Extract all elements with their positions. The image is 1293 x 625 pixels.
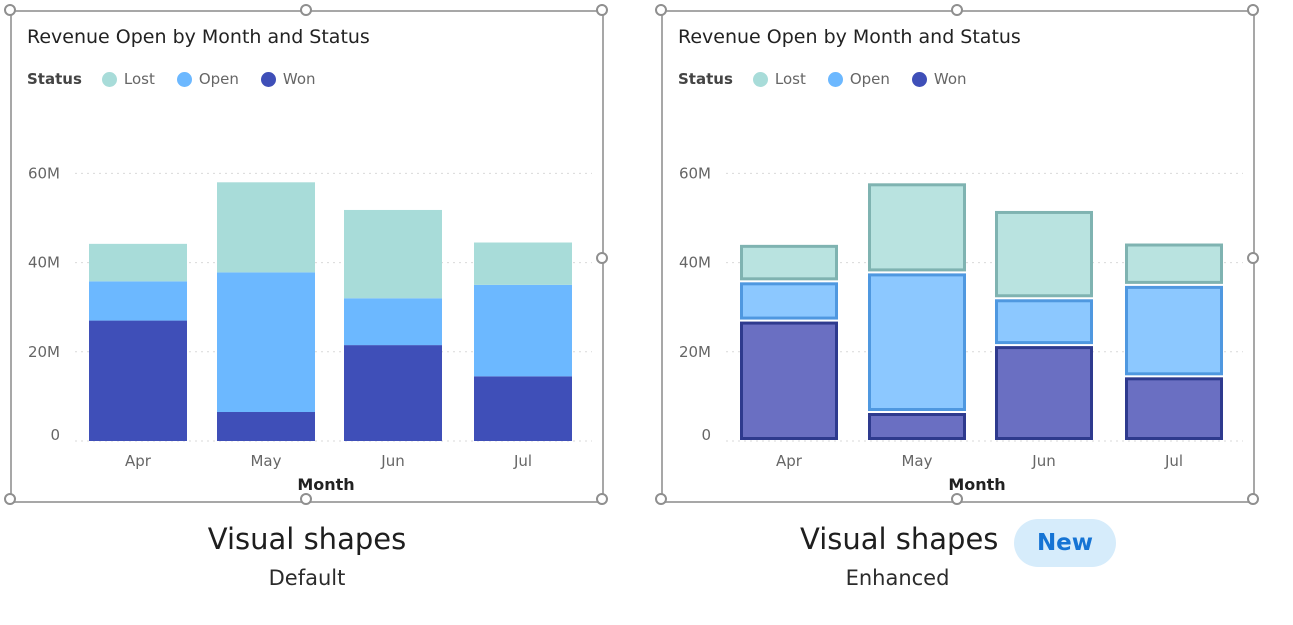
caption-enhanced-subtitle: Enhanced [845,566,950,590]
legend-item-lost[interactable]: Lost [101,70,155,88]
new-badge: New [1014,519,1116,567]
x-tick-label-jun: Jun [1031,452,1055,470]
legend-item-open[interactable]: Open [827,70,890,88]
chart-title: Revenue Open by Month and Status [678,26,1021,48]
legend-dot-open [827,71,843,87]
chart-visual-enhanced[interactable]: Revenue Open by Month and Status Status … [655,4,1259,505]
chart-title: Revenue Open by Month and Status [27,26,370,48]
x-tick-label-may: May [901,452,932,470]
legend-dot-open [176,71,192,87]
resize-handle-bottom[interactable] [951,493,963,505]
chart-visual-default[interactable]: Revenue Open by Month and Status Status … [4,4,608,505]
legend-dot-won [911,71,927,87]
bar-won-apr[interactable] [740,321,838,441]
caption-default-title: Visual shapes [207,522,407,556]
legend-label-open: Open [198,70,239,88]
legend-item-open[interactable]: Open [176,70,239,88]
resize-handle-top-right[interactable] [1247,4,1259,16]
legend-item-won[interactable]: Won [260,70,316,88]
resize-handle-top[interactable] [300,4,312,16]
resize-handle-top-left[interactable] [655,4,667,16]
bar-open-apr[interactable] [740,282,838,320]
bar-lost-jul[interactable] [1125,243,1223,284]
y-tick-label-40m: 40M [28,254,60,272]
legend-label-open: Open [849,70,890,88]
y-tick-label-60m: 60M [679,164,711,182]
legend-label-lost: Lost [774,70,806,88]
legend-item-lost[interactable]: Lost [752,70,806,88]
legend-dot-won [260,71,276,87]
bar-open-may[interactable] [868,273,966,412]
legend-title: Status [27,70,82,88]
x-tick-label-jul: Jul [1164,452,1183,470]
bar-lost-may[interactable] [868,183,966,272]
y-tick-label-60m: 60M [28,164,60,182]
resize-handle-right[interactable] [1247,252,1259,264]
legend-dot-lost [101,71,117,87]
bar-lost-jun[interactable] [344,209,442,299]
legend: Status Lost Open Won [27,70,338,88]
x-axis-title: Month [297,475,354,494]
bar-lost-jun[interactable] [995,210,1093,298]
legend-item-won[interactable]: Won [911,70,967,88]
legend-label-lost: Lost [123,70,155,88]
bar-open-jun[interactable] [344,298,442,346]
x-tick-label-jun: Jun [380,452,404,470]
bar-lost-apr[interactable] [89,243,187,282]
y-tick-label-0: 0 [701,426,711,444]
bar-won-jul[interactable] [1125,377,1223,441]
caption-enhanced-title: Visual shapes [800,522,999,556]
resize-handle-top-right[interactable] [596,4,608,16]
chart-plot-area: 0 20M 40M 60M Apr May Jun Jul Month [28,164,592,494]
resize-handle-bottom-left[interactable] [4,493,16,505]
bar-open-apr[interactable] [89,281,187,321]
bar-open-jun[interactable] [995,299,1093,345]
y-tick-label-20m: 20M [28,343,60,361]
bar-won-may[interactable] [217,412,315,441]
legend-label-won: Won [282,70,316,88]
legend-label-won: Won [933,70,967,88]
bar-won-may[interactable] [868,413,966,440]
resize-handle-bottom[interactable] [300,493,312,505]
bar-open-may[interactable] [217,272,315,413]
bar-won-jun[interactable] [344,345,442,441]
bar-lost-may[interactable] [217,182,315,273]
bar-won-jun[interactable] [995,346,1093,441]
resize-handle-top[interactable] [951,4,963,16]
y-tick-label-20m: 20M [679,343,711,361]
resize-handle-bottom-right[interactable] [1247,493,1259,505]
x-tick-label-apr: Apr [776,452,803,470]
resize-handle-right[interactable] [596,252,608,264]
bar-lost-jul[interactable] [474,242,572,285]
x-tick-label-jul: Jul [513,452,532,470]
caption-default-subtitle: Default [268,566,346,590]
legend: Status Lost Open Won [678,70,989,88]
legend-title: Status [678,70,733,88]
resize-handle-bottom-left[interactable] [655,493,667,505]
bar-lost-apr[interactable] [740,244,838,281]
bar-open-jul[interactable] [1125,285,1223,376]
legend-dot-lost [752,71,768,87]
resize-handle-top-left[interactable] [4,4,16,16]
y-tick-label-40m: 40M [679,254,711,272]
x-tick-label-may: May [250,452,281,470]
bar-won-jul[interactable] [474,376,572,441]
bar-open-jul[interactable] [474,284,572,377]
x-tick-label-apr: Apr [125,452,152,470]
bar-won-apr[interactable] [89,320,187,441]
x-axis-title: Month [948,475,1005,494]
chart-plot-area: 0 20M 40M 60M Apr May Jun Jul Month [679,164,1243,494]
y-tick-label-0: 0 [50,426,60,444]
resize-handle-bottom-right[interactable] [596,493,608,505]
